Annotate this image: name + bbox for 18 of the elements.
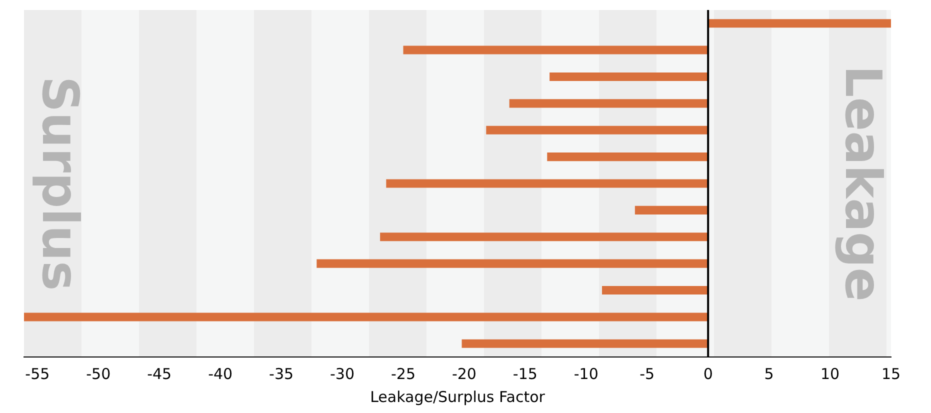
x-tick-label: 15 bbox=[881, 364, 901, 383]
x-tick-label: -45 bbox=[147, 364, 172, 383]
annotation: Surplus bbox=[31, 76, 90, 291]
x-tick-label: -25 bbox=[390, 364, 416, 383]
x-tick-label: -35 bbox=[269, 364, 294, 383]
x-tick-label: -20 bbox=[452, 364, 476, 383]
x-tick-label: -30 bbox=[330, 364, 355, 383]
x-tick-label: 0 bbox=[703, 364, 713, 383]
x-axis-title: Leakage/Surplus Factor bbox=[370, 388, 546, 406]
x-tick-label: 10 bbox=[820, 364, 840, 383]
x-tick-label: 5 bbox=[764, 364, 774, 383]
x-tick-label: -40 bbox=[208, 364, 233, 383]
x-tick-label: -10 bbox=[574, 364, 598, 383]
x-tick-label: -5 bbox=[640, 364, 655, 383]
annotation: Leakage bbox=[834, 65, 892, 302]
x-tick-label: -55 bbox=[25, 364, 50, 383]
x-tick-label: -50 bbox=[86, 364, 111, 383]
x-tick-label: -15 bbox=[512, 364, 538, 383]
